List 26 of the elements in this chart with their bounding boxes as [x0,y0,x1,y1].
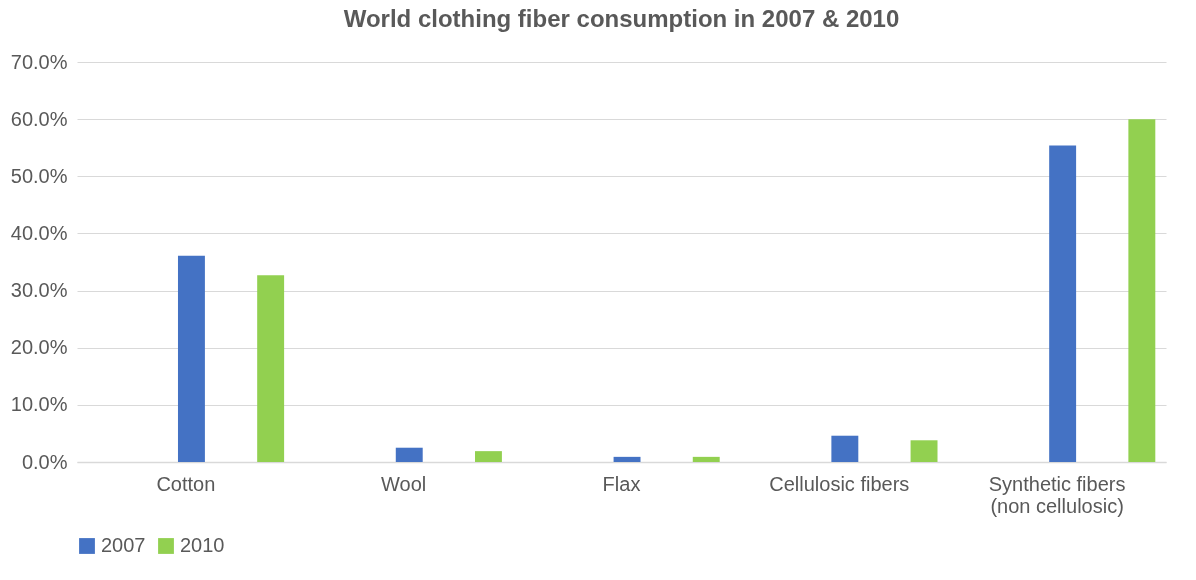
bar [613,456,641,462]
bar [1128,119,1156,462]
bar [1049,145,1077,462]
bar [831,435,859,462]
bar [692,456,720,462]
x-tick-label: Flax [602,472,641,495]
y-tick-label: 40.0% [10,221,68,244]
legend-label: 2010 [180,534,225,556]
x-tick-label: Wool [381,472,427,495]
x-tick-label: Synthetic fibers (non cellulosic) [988,472,1126,517]
y-tick-label: 0.0% [21,450,68,473]
y-tick-label: 60.0% [10,107,68,130]
y-tick-label: 20.0% [10,336,68,359]
y-tick-label: 30.0% [10,279,68,302]
bar [395,447,423,462]
y-tick-label: 10.0% [10,393,68,416]
y-tick-label: 70.0% [10,50,68,73]
y-tick-label: 50.0% [10,164,68,187]
legend-label: 2007 [101,534,146,556]
bar [910,440,938,462]
bar [177,255,205,462]
x-tick-label: Cellulosic fibers [769,472,910,495]
chart-title: World clothing fiber consumption in 2007 & 2010 [343,5,900,32]
bar [257,275,285,462]
x-tick-label: Cotton [156,472,216,495]
bar [474,451,502,462]
